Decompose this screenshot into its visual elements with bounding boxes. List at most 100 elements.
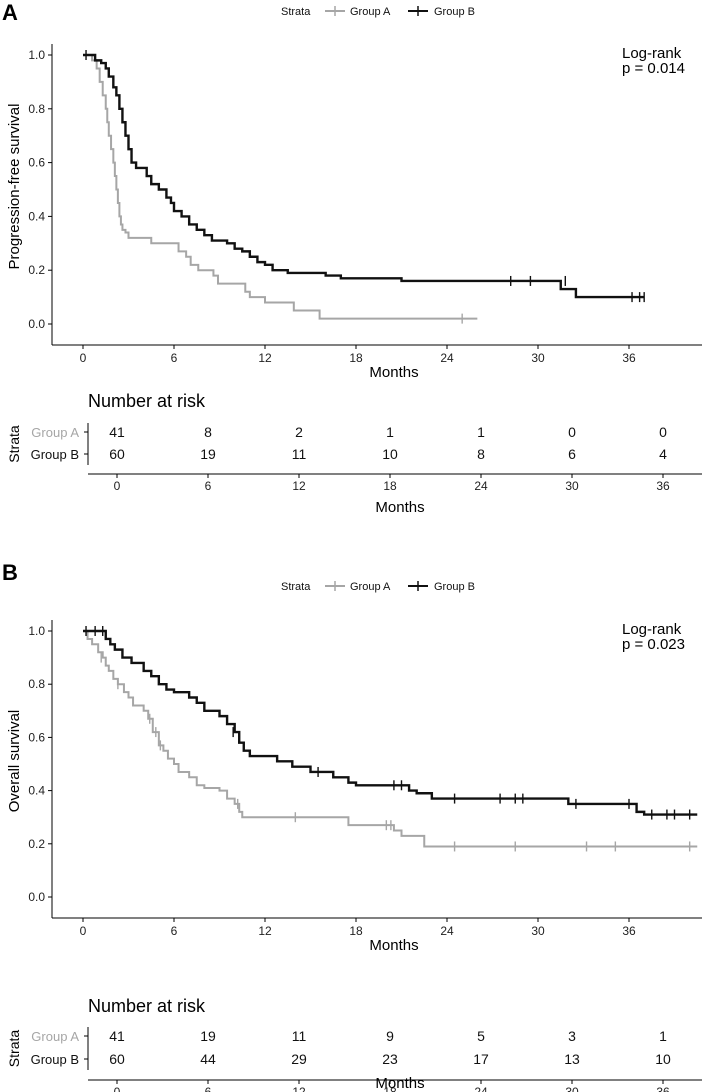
survival-curve-group-a [83, 54, 478, 320]
risk-value-group-a: 1 [386, 424, 394, 440]
risk-value-group-a: 2 [295, 424, 303, 440]
risk-value-group-b: 60 [109, 446, 125, 462]
risk-x-tick-label: 30 [565, 1085, 579, 1092]
logrank-pvalue: p = 0.014 [622, 60, 685, 77]
y-axis-title: Overall survival [6, 710, 23, 813]
risk-x-tick-label: 6 [205, 1085, 212, 1092]
risk-value-group-a: 1 [659, 1028, 667, 1044]
risk-x-tick-label: 36 [656, 1085, 670, 1092]
km-panel-a: A Strata Group A Group B 0.0 0.2 0.4 0.6 0.8 1.0 0… [2, 0, 702, 516]
x-tick-label: 18 [349, 351, 363, 365]
survival-curve-group-b [83, 53, 645, 299]
km-panel-b: B Strata Group A Group B 0.0 0.2 0.4 0.6 0.8 1.0 0… [2, 560, 702, 1092]
risk-x-tick-label: 30 [565, 479, 579, 493]
logrank-label: Log-rank [622, 621, 682, 638]
x-tick-label: 6 [171, 924, 178, 938]
legend-entry-group-a: Group A [350, 6, 391, 18]
risk-value-group-a: 5 [477, 1028, 485, 1044]
y-axis-title: Progression-free survival [6, 104, 23, 270]
risk-value-group-b: 6 [568, 446, 576, 462]
risk-row-label-group-b: Group B [31, 1052, 79, 1067]
risk-value-group-b: 29 [291, 1051, 307, 1067]
risk-x-tick-label: 24 [474, 479, 488, 493]
risk-row-label-group-a: Group A [31, 1029, 79, 1044]
risk-value-group-b: 10 [655, 1051, 671, 1067]
risk-x-tick-label: 36 [656, 479, 670, 493]
risk-value-group-a: 1 [477, 424, 485, 440]
risk-x-tick-label: 0 [114, 479, 121, 493]
survival-curve-group-a [83, 630, 698, 848]
legend-title: Strata [281, 581, 311, 593]
risk-value-group-b: 17 [473, 1051, 489, 1067]
y-tick-label: 0.6 [28, 730, 45, 744]
risk-table-x-title: Months [375, 499, 424, 516]
risk-value-group-b: 44 [200, 1051, 216, 1067]
risk-table-title: Number at risk [88, 996, 206, 1016]
risk-table-x-title: Months [375, 1075, 424, 1092]
risk-x-tick-label: 18 [383, 1085, 397, 1092]
risk-value-group-a: 19 [200, 1028, 216, 1044]
risk-value-group-b: 19 [200, 446, 216, 462]
legend-entry-group-b: Group B [434, 581, 475, 593]
y-tick-label: 0.4 [28, 209, 45, 223]
risk-value-group-b: 13 [564, 1051, 580, 1067]
risk-x-tick-label: 18 [383, 479, 397, 493]
risk-value-group-b: 60 [109, 1051, 125, 1067]
y-tick-label: 0.6 [28, 156, 45, 170]
risk-x-tick-label: 12 [292, 1085, 306, 1092]
risk-x-tick-label: 0 [114, 1085, 121, 1092]
logrank-pvalue: p = 0.023 [622, 636, 685, 653]
risk-value-group-a: 0 [568, 424, 576, 440]
risk-value-group-b: 10 [382, 446, 398, 462]
risk-row-label-group-a: Group A [31, 425, 79, 440]
risk-value-group-a: 8 [204, 424, 212, 440]
x-tick-label: 12 [258, 924, 272, 938]
legend-title: Strata [281, 6, 311, 18]
x-tick-label: 0 [80, 351, 87, 365]
y-tick-label: 1.0 [28, 624, 45, 638]
y-tick-label: 0.0 [28, 890, 45, 904]
x-tick-label: 24 [440, 351, 454, 365]
x-tick-label: 30 [531, 351, 545, 365]
risk-value-group-b: 8 [477, 446, 485, 462]
x-tick-label: 36 [622, 351, 636, 365]
risk-value-group-a: 41 [109, 424, 125, 440]
risk-value-group-a: 3 [568, 1028, 576, 1044]
panel-letter: B [2, 560, 18, 585]
risk-row-label-group-b: Group B [31, 447, 79, 462]
risk-table-strata-label: Strata [6, 1030, 22, 1068]
x-tick-label: 6 [171, 351, 178, 365]
y-tick-label: 1.0 [28, 48, 45, 62]
y-tick-label: 0.8 [28, 102, 45, 116]
panel-letter: A [2, 0, 18, 25]
risk-value-group-a: 0 [659, 424, 667, 440]
risk-x-tick-label: 12 [292, 479, 306, 493]
legend-entry-group-a: Group A [350, 581, 391, 593]
y-tick-label: 0.2 [28, 837, 45, 851]
x-tick-label: 36 [622, 924, 636, 938]
x-tick-label: 12 [258, 351, 272, 365]
risk-x-tick-label: 24 [474, 1085, 488, 1092]
x-tick-label: 24 [440, 924, 454, 938]
risk-value-group-a: 11 [292, 1028, 307, 1044]
x-axis-title: Months [369, 364, 418, 381]
y-tick-label: 0.4 [28, 784, 45, 798]
x-tick-label: 0 [80, 924, 87, 938]
logrank-label: Log-rank [622, 45, 682, 62]
x-tick-label: 30 [531, 924, 545, 938]
risk-value-group-b: 23 [382, 1051, 398, 1067]
y-tick-label: 0.2 [28, 263, 45, 277]
risk-table-title: Number at risk [88, 391, 206, 411]
risk-value-group-b: 11 [292, 446, 307, 462]
risk-value-group-a: 41 [109, 1028, 125, 1044]
x-tick-label: 18 [349, 924, 363, 938]
legend-entry-group-b: Group B [434, 6, 475, 18]
risk-value-group-b: 4 [659, 446, 667, 462]
survival-curve-group-b [83, 629, 698, 816]
x-axis-title: Months [369, 937, 418, 954]
risk-x-tick-label: 6 [205, 479, 212, 493]
risk-table-strata-label: Strata [6, 425, 22, 463]
y-tick-label: 0.0 [28, 317, 45, 331]
